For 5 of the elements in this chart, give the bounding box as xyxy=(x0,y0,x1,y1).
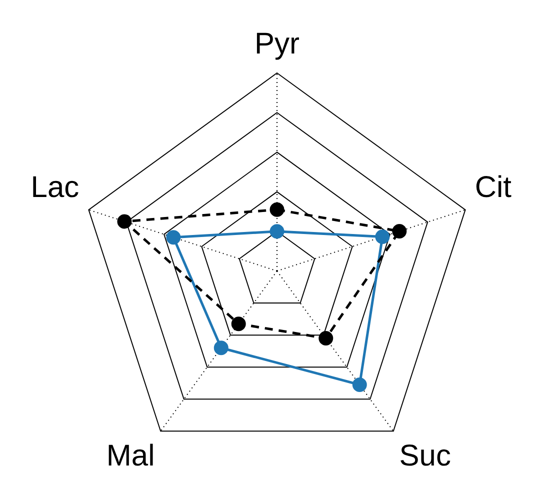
spoke-label: Cit xyxy=(474,170,512,204)
spoke-label: Pyr xyxy=(254,27,300,60)
spoke-label: Lac xyxy=(30,170,80,204)
spoke-label: Mal xyxy=(106,440,155,473)
spoke-label: Suc xyxy=(399,440,451,473)
